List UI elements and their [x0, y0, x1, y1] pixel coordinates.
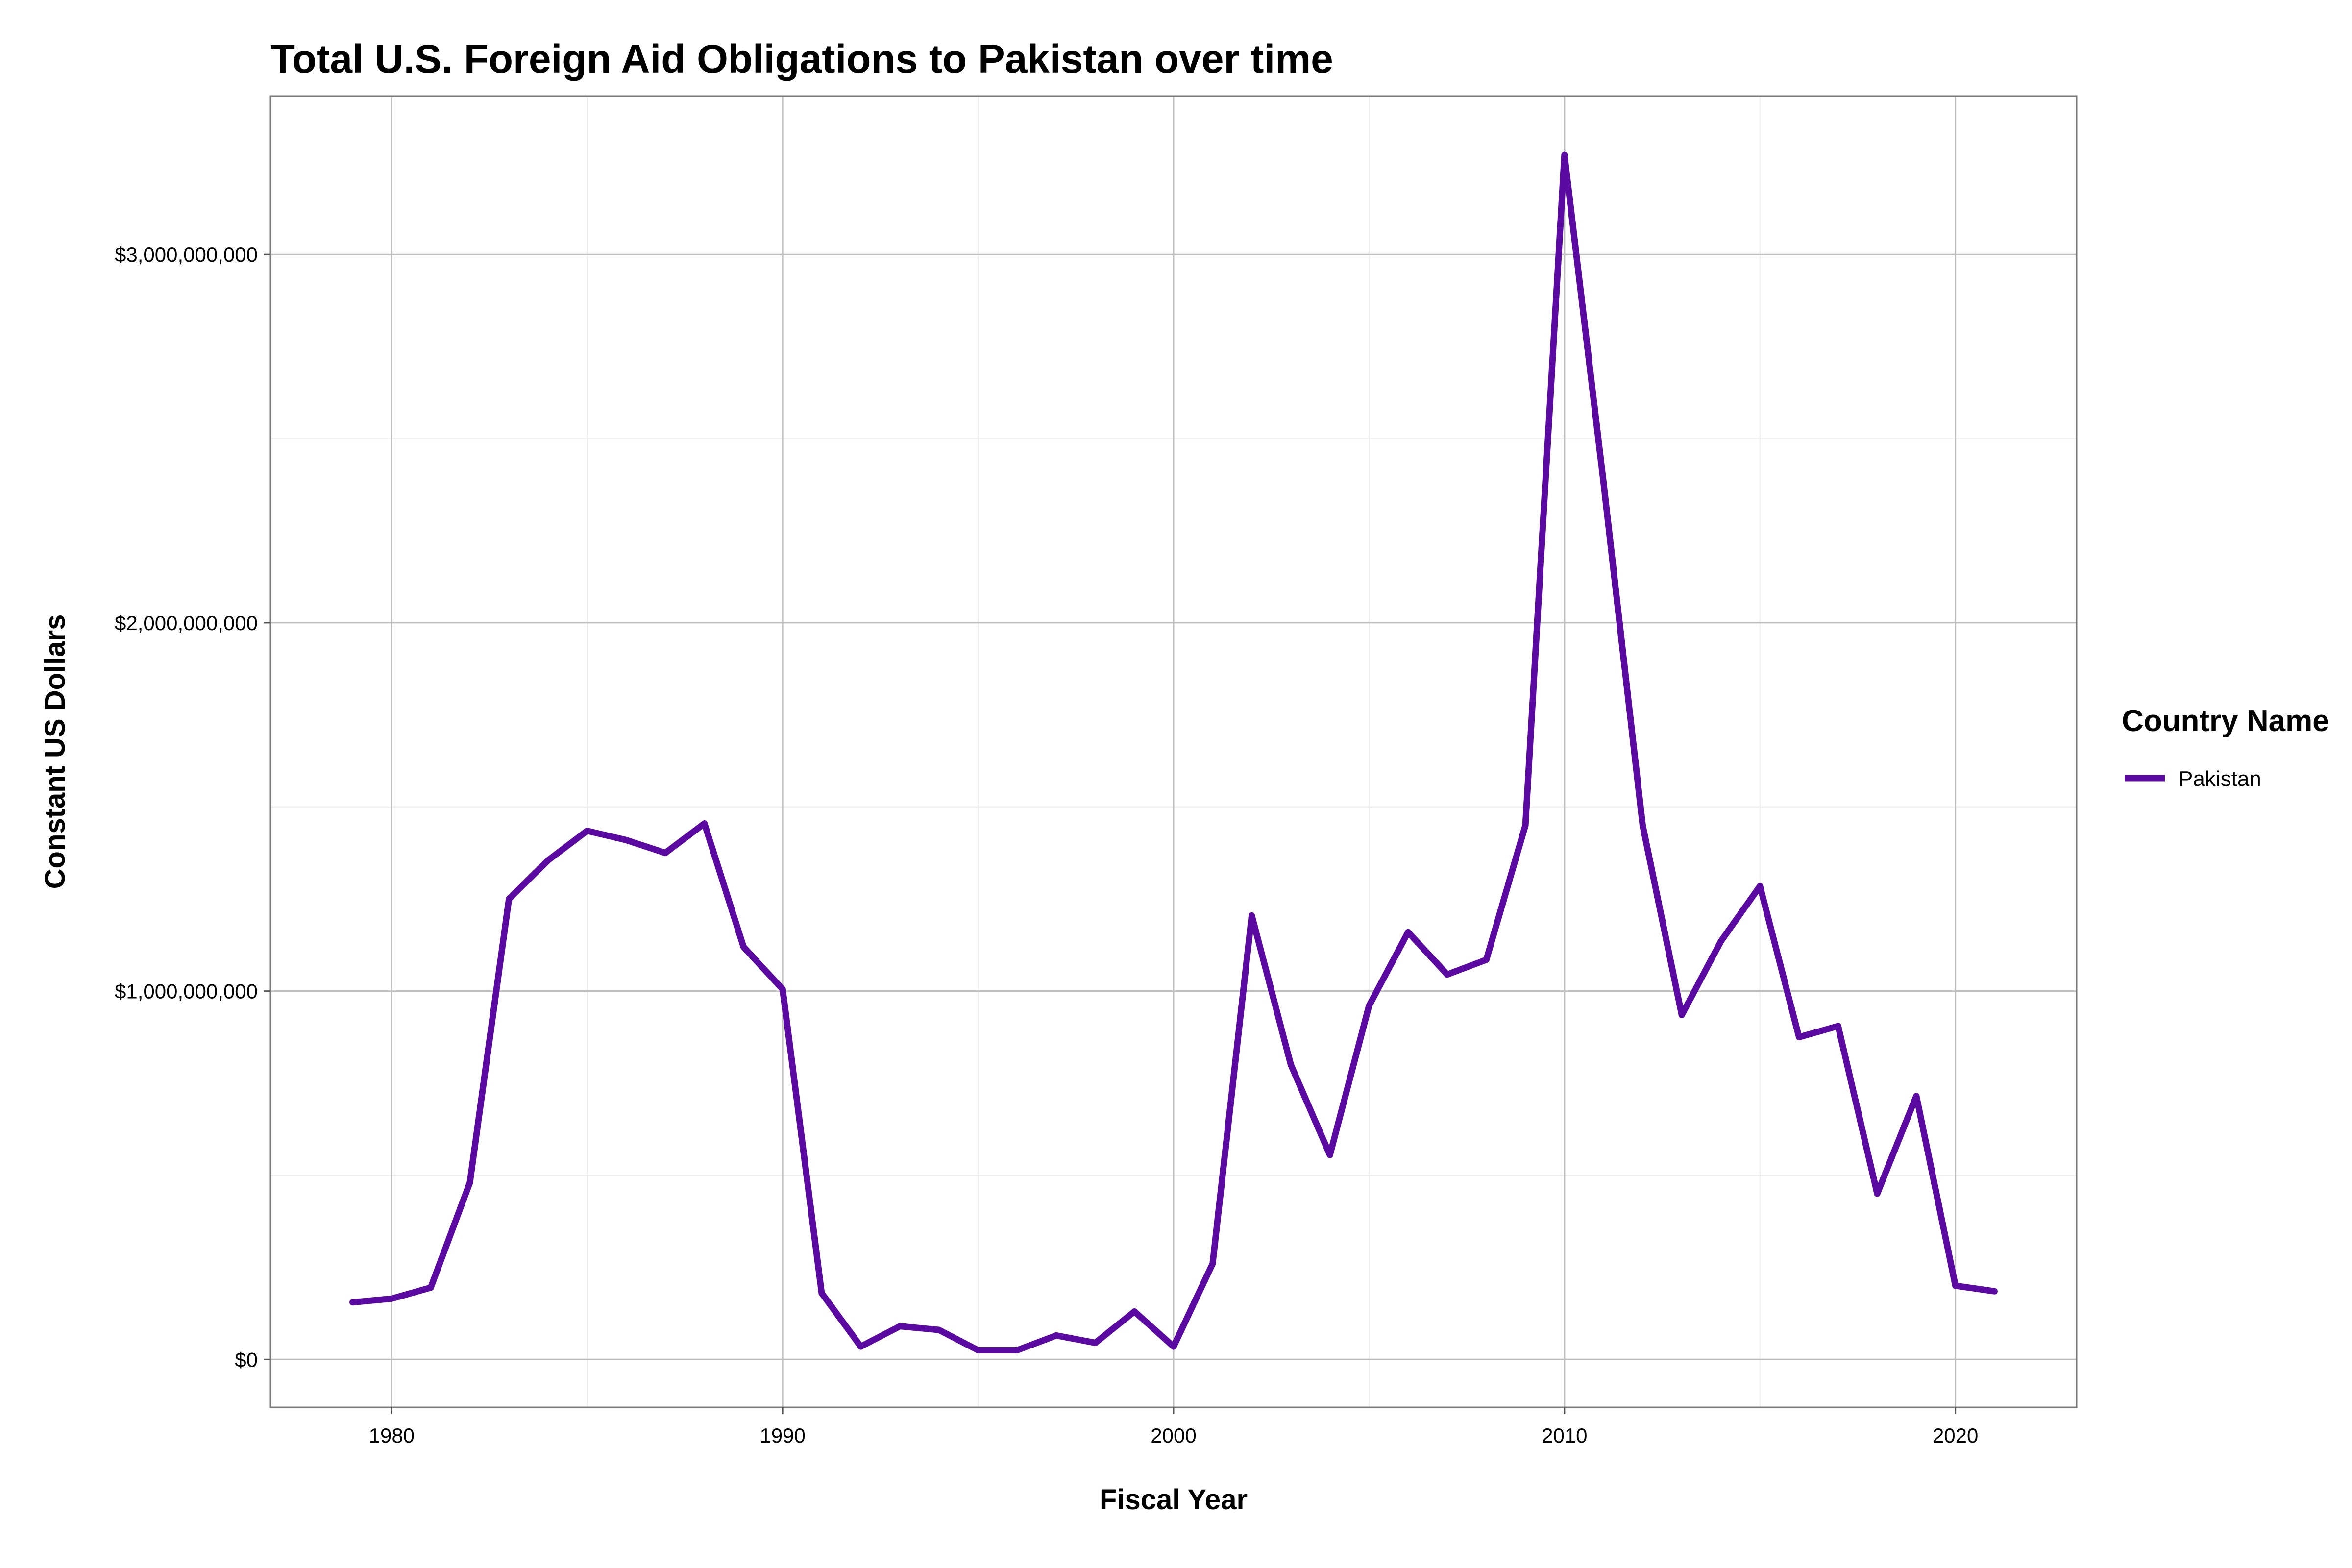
- x-tick-label: 1990: [760, 1424, 805, 1447]
- data-point: [1600, 479, 1607, 486]
- data-point: [1092, 1339, 1099, 1346]
- data-point: [1835, 1023, 1841, 1029]
- data-point: [427, 1284, 434, 1291]
- legend-title: Country Name: [2122, 704, 2329, 738]
- data-point: [1991, 1288, 1998, 1295]
- legend-label: Pakistan: [2179, 767, 2261, 791]
- data-point: [506, 896, 513, 903]
- data-point: [1952, 1282, 1959, 1289]
- data-point: [779, 986, 786, 993]
- y-tick-label: $2,000,000,000: [115, 612, 258, 635]
- data-point: [1014, 1347, 1021, 1353]
- data-point: [1678, 1011, 1685, 1018]
- data-point: [975, 1347, 981, 1353]
- data-point: [349, 1299, 356, 1306]
- data-point: [1366, 1003, 1372, 1009]
- data-point: [1717, 938, 1724, 945]
- x-axis: 1980 1990 2000 2010 2020: [369, 1407, 1978, 1447]
- data-point: [466, 1179, 473, 1186]
- data-point: [1209, 1260, 1216, 1267]
- data-point: [662, 850, 669, 857]
- data-point: [740, 943, 747, 950]
- data-point: [1053, 1332, 1060, 1339]
- data-point: [1131, 1308, 1138, 1315]
- data-point: [1444, 971, 1450, 978]
- data-point: [544, 857, 551, 864]
- x-tick-label: 2010: [1542, 1424, 1587, 1447]
- legend-items: Pakistan: [2125, 767, 2261, 791]
- data-point: [1249, 912, 1255, 919]
- data-point: [1561, 151, 1568, 158]
- data-point: [935, 1326, 942, 1333]
- data-point: [701, 820, 708, 827]
- data-point: [584, 828, 590, 834]
- data-point: [388, 1295, 395, 1302]
- data-point: [623, 836, 630, 843]
- data-point: [897, 1323, 904, 1330]
- x-tick-label: 2000: [1151, 1424, 1196, 1447]
- data-point: [1405, 929, 1412, 935]
- data-point: [1483, 956, 1490, 963]
- data-point: [1639, 822, 1646, 829]
- data-point: [1170, 1343, 1177, 1350]
- data-point: [1522, 822, 1529, 829]
- x-axis-title: Fiscal Year: [1100, 1484, 1248, 1516]
- data-point: [858, 1343, 864, 1350]
- data-point: [1326, 1152, 1333, 1158]
- data-point: [818, 1290, 825, 1297]
- data-point: [1796, 1034, 1803, 1041]
- series-layer: [349, 151, 1998, 1353]
- x-tick-label: 2020: [1933, 1424, 1978, 1447]
- y-tick-label: $0: [235, 1348, 258, 1371]
- data-point: [1874, 1190, 1881, 1197]
- legend: Country Name Pakistan: [2122, 704, 2329, 791]
- grid-layer: [270, 96, 2077, 1407]
- y-tick-label: $1,000,000,000: [115, 980, 258, 1003]
- data-point: [1757, 882, 1764, 889]
- data-point: [1287, 1061, 1294, 1068]
- x-tick-label: 1980: [369, 1424, 415, 1447]
- y-axis: $0 $1,000,000,000 $2,000,000,000 $3,000,000…: [115, 243, 270, 1371]
- y-tick-label: $3,000,000,000: [115, 243, 258, 266]
- data-point: [1913, 1093, 1920, 1100]
- y-axis-title: Constant US Dollars: [39, 614, 71, 889]
- chart-title: Total U.S. Foreign Aid Obligations to Pa…: [270, 37, 1333, 81]
